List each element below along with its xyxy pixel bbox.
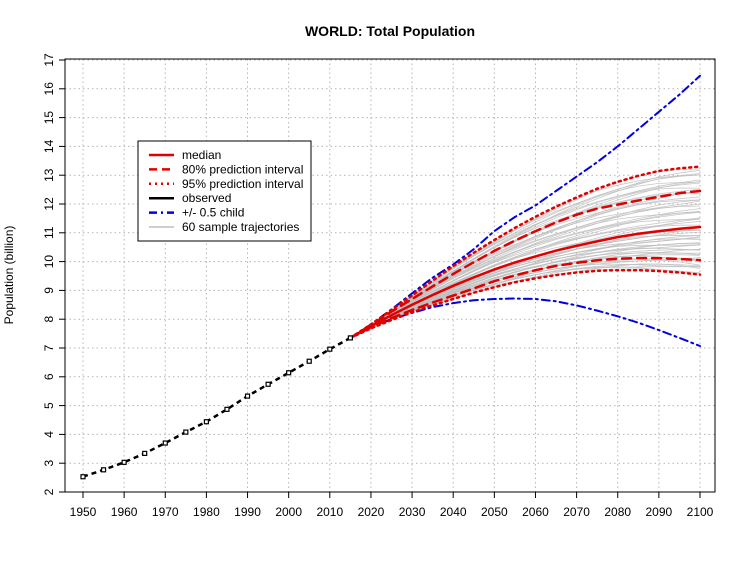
observed-point xyxy=(100,467,107,473)
x-tick-label: 2040 xyxy=(440,505,467,519)
observed-line xyxy=(82,336,352,478)
y-tick-label: 8 xyxy=(42,316,56,323)
series-line-median xyxy=(349,225,702,340)
x-tick-label: 2000 xyxy=(275,505,302,519)
y-tick-label: 3 xyxy=(42,460,56,467)
legend-label: observed xyxy=(182,191,231,205)
x-tick-label: 2060 xyxy=(522,505,549,519)
sample-trajectory-line xyxy=(350,200,701,339)
sample-trajectory-line xyxy=(350,249,701,339)
y-tick-label: 16 xyxy=(42,82,56,96)
sample-trajectory-line xyxy=(350,208,701,339)
y-tick-label: 6 xyxy=(42,373,56,380)
legend-label: 80% prediction interval xyxy=(182,162,303,176)
observed-point xyxy=(121,459,127,465)
series-line-95-prediction-interval-lower- xyxy=(349,268,702,340)
plot-frame xyxy=(64,58,716,493)
grid xyxy=(65,59,715,493)
sample-trajectory-line xyxy=(350,249,701,339)
x-tick-label: 1970 xyxy=(152,505,179,519)
series-line--0-5-child xyxy=(349,74,701,339)
legend-box xyxy=(137,140,312,242)
x-tick-label: 1980 xyxy=(193,505,220,519)
observed-point xyxy=(327,346,333,352)
observed-point xyxy=(142,450,148,457)
x-tick-label: 2010 xyxy=(316,505,343,519)
axes: 1950 1960 1970 1980 1990 2000 2010 2020 2030 2040… xyxy=(42,53,716,519)
series-line--0-5-child xyxy=(349,297,701,347)
x-tick-label: 2050 xyxy=(481,505,508,519)
y-tick-label: 9 xyxy=(42,287,56,294)
observed-point xyxy=(244,393,251,399)
y-tick-label: 13 xyxy=(42,168,56,182)
legend-label: 95% prediction interval xyxy=(182,177,303,191)
observed-point xyxy=(306,358,312,364)
observed-point xyxy=(162,440,168,446)
y-tick-label: 2 xyxy=(42,488,56,495)
y-tick-label: 14 xyxy=(42,139,56,153)
y-tick-label: 11 xyxy=(42,226,56,239)
observed-point xyxy=(286,370,292,376)
x-tick-label: 2090 xyxy=(646,505,673,519)
series-line-95-prediction-interval-upper- xyxy=(349,165,702,340)
observed-point xyxy=(203,419,209,425)
series-line-80-prediction-interval-lower- xyxy=(349,256,702,340)
observed-series xyxy=(80,335,353,480)
x-tick-label: 1950 xyxy=(70,505,97,519)
legend-label: median xyxy=(182,148,221,162)
x-tick-label: 2030 xyxy=(399,505,426,519)
chart-title: WORLD: Total Population xyxy=(305,23,475,39)
y-tick-label: 5 xyxy=(42,402,56,409)
observed-point xyxy=(347,335,353,341)
x-tick-label: 2080 xyxy=(604,505,631,519)
observed-point xyxy=(183,429,189,435)
x-tick-label: 2020 xyxy=(358,505,385,519)
y-axis-label: Population (billion) xyxy=(2,226,16,325)
series xyxy=(349,74,702,347)
sample-trajectories xyxy=(350,168,701,339)
x-tick-label: 1990 xyxy=(234,505,261,519)
sample-trajectory-line xyxy=(350,169,701,339)
x-tick-label: 2070 xyxy=(563,505,590,519)
y-tick-label: 12 xyxy=(42,197,56,211)
legend-label: +/- 0.5 child xyxy=(182,206,244,220)
x-tick-label: 1960 xyxy=(111,505,138,519)
observed-point xyxy=(224,406,230,412)
y-tick-label: 4 xyxy=(42,431,56,438)
y-tick-label: 17 xyxy=(42,53,56,67)
y-tick-label: 7 xyxy=(42,344,56,351)
x-tick-label: 2100 xyxy=(687,505,714,519)
y-tick-label: 10 xyxy=(42,255,56,269)
y-tick-label: 15 xyxy=(42,111,56,125)
observed-point xyxy=(265,381,271,387)
observed-point xyxy=(80,474,86,480)
series-line-80-prediction-interval-upper- xyxy=(349,189,702,340)
legend-label: 60 sample trajectories xyxy=(182,220,299,234)
